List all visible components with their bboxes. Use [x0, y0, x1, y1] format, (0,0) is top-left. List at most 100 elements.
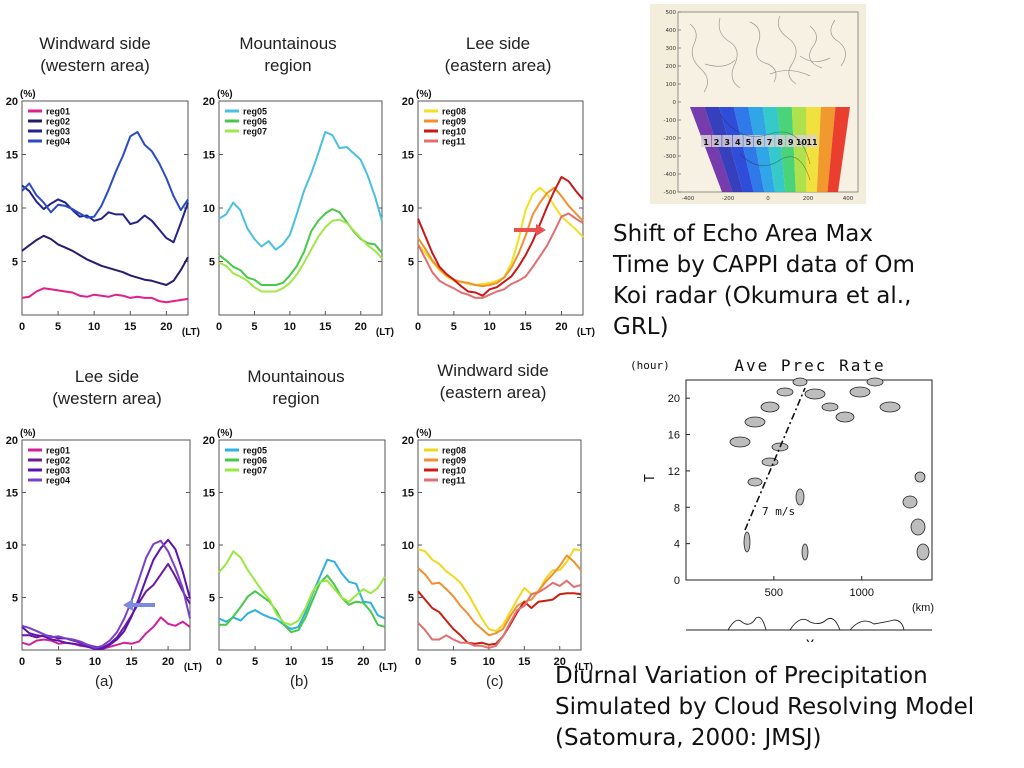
map-x-tick-label: 400 — [843, 196, 854, 202]
model-x-label: X — [806, 638, 815, 642]
speed-annotation: 7 m/s — [762, 505, 795, 518]
precip-echo — [795, 488, 805, 506]
map-y-tick-label: 500 — [666, 10, 677, 16]
terrain-contour — [689, 23, 708, 93]
map-x-tick-label: 200 — [803, 196, 814, 202]
model-frame — [685, 379, 933, 581]
terrain-profile — [727, 616, 905, 631]
terrain-contour — [769, 70, 811, 77]
region-number-box — [796, 135, 807, 147]
x-tick-label: 10 — [483, 656, 495, 668]
panel-title-c2: Windward side (eastern area) — [437, 361, 549, 402]
x-tick-label: 0 — [415, 656, 421, 668]
plot-frame — [21, 100, 189, 316]
region-number: 4 — [735, 138, 741, 147]
panel-title-b2: Mountainous region — [247, 367, 345, 408]
map-y-tick-label: -100 — [664, 118, 677, 124]
terrain-contour — [718, 17, 741, 89]
x-tick-label: 20 — [355, 321, 367, 333]
x-tick-label: 0 — [415, 321, 421, 333]
model-y-tick-label: 16 — [668, 430, 680, 442]
y-tick-label: 10 — [6, 203, 18, 215]
sublabel-a: (a) — [95, 673, 114, 690]
precip-echo — [804, 388, 826, 400]
region-band-5 — [748, 107, 775, 192]
radar-map-figure: 500 400 300 200 100 0 -100 -200 -300 -400 -500 -400… — [650, 4, 866, 204]
y-tick-label: 15 — [402, 150, 414, 162]
region-number-box — [732, 135, 743, 147]
map-y-tick-label: -400 — [664, 172, 677, 178]
x-tick-label: 5 — [451, 321, 457, 333]
x-unit-label: (LT) — [376, 327, 394, 338]
x-tick-label: 15 — [518, 656, 530, 668]
x-unit-label: (LT) — [184, 662, 202, 673]
x-unit-label: (LT) — [379, 662, 397, 673]
map-y-tick-label: -500 — [664, 190, 677, 196]
series-line-reg11 — [417, 212, 584, 299]
x-unit-label: (LT) — [577, 327, 595, 338]
x-tick-label: 5 — [450, 656, 456, 668]
map-x-tick-label: -200 — [722, 196, 735, 202]
x-tick-label: 10 — [89, 656, 101, 668]
precip-echo — [866, 377, 884, 387]
legend-label-reg10: reg10 — [442, 466, 466, 476]
shift-arrow-head — [123, 599, 133, 611]
map-y-tick-label: 300 — [666, 46, 677, 52]
x-tick-label: 15 — [124, 321, 136, 333]
region-number-box — [722, 135, 733, 147]
precip-echo — [801, 543, 809, 561]
precip-echo — [744, 416, 766, 428]
series-line-reg07 — [218, 218, 383, 293]
series-line-reg08 — [417, 548, 582, 633]
x-tick-label: 20 — [555, 321, 567, 333]
region-number: 6 — [756, 138, 762, 147]
region-number-box — [754, 135, 764, 147]
series-line-reg05 — [218, 558, 386, 630]
propagation-line — [744, 387, 806, 531]
x-tick-label: 5 — [55, 656, 61, 668]
region-number: 8 — [777, 138, 783, 147]
terrain-contour — [749, 21, 777, 83]
region-band-10 — [816, 107, 836, 192]
x-tick-label: 10 — [88, 321, 100, 333]
chart-panel-c2: 5 10 15 20 0 5 10 15 20 (%) (LT) reg08 reg09 reg10 reg… — [396, 425, 596, 675]
region-number-box — [785, 135, 796, 147]
legend-label-reg07: reg07 — [243, 127, 267, 137]
precip-echo — [902, 495, 918, 509]
x-tick-label: 20 — [554, 656, 566, 668]
y-tick-label: 5 — [209, 593, 215, 605]
region-number-box — [775, 135, 786, 147]
legend-label-reg05: reg05 — [243, 107, 267, 117]
region-number-box — [701, 135, 711, 147]
region-band-9 — [806, 107, 821, 192]
precip-echo — [835, 411, 855, 423]
series-line-reg05 — [218, 131, 383, 251]
x-tick-label: 20 — [357, 656, 369, 668]
legend-label-reg01: reg01 — [46, 107, 70, 117]
x-tick-label: 15 — [319, 321, 331, 333]
overlay-contour — [739, 153, 811, 181]
y-unit-label: (%) — [217, 428, 233, 439]
map-x-tick-label: -400 — [682, 196, 695, 202]
model-x-unit: (km) — [912, 602, 934, 614]
region-band-2 — [704, 107, 744, 192]
legend-label-reg09: reg09 — [442, 117, 466, 127]
y-unit-label: (%) — [20, 89, 36, 100]
series-line-reg02 — [21, 234, 189, 286]
legend-label-reg07: reg07 — [243, 466, 267, 476]
legend-label-reg02: reg02 — [46, 117, 70, 127]
panel-title-a1: Windward side (western area) — [39, 34, 151, 75]
precip-echo — [910, 518, 926, 536]
region-band-3 — [719, 107, 754, 192]
plot-frame — [417, 439, 582, 651]
region-band-6 — [762, 107, 786, 192]
precip-echo — [747, 477, 763, 487]
x-tick-label: 0 — [19, 321, 25, 333]
region-number-box — [711, 135, 722, 147]
model-y-tick-label: 8 — [674, 502, 680, 514]
x-tick-label: 10 — [484, 321, 496, 333]
y-unit-label: (%) — [20, 428, 36, 439]
